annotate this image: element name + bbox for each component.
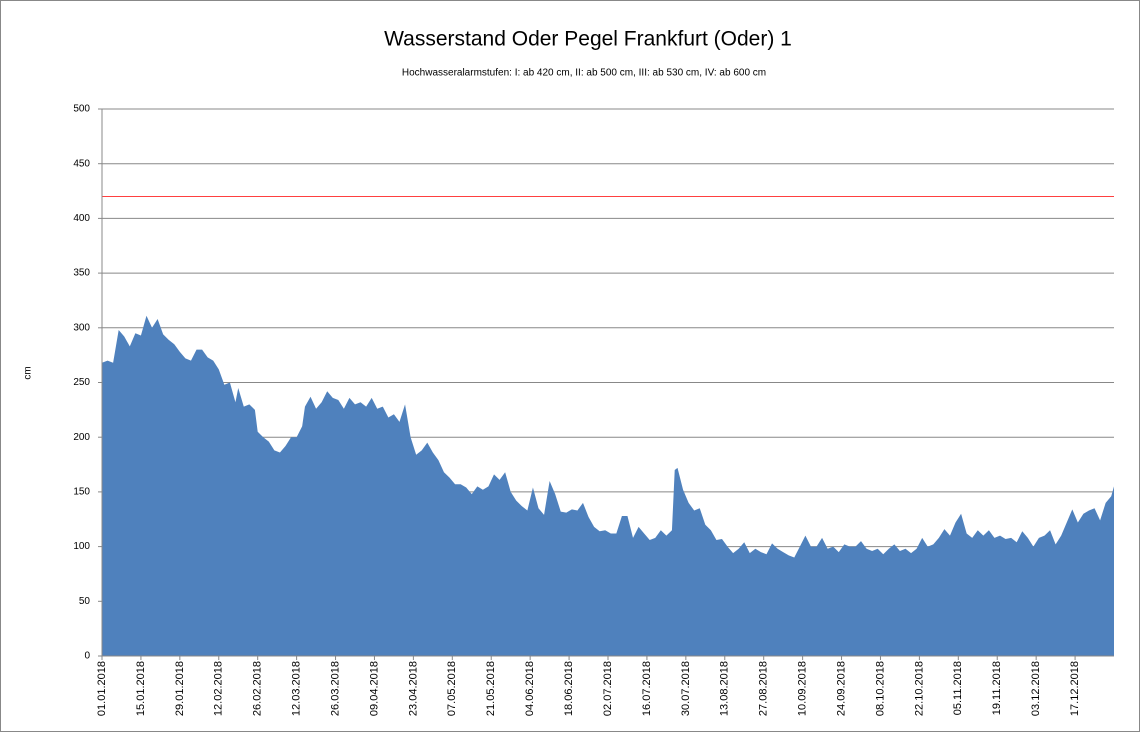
x-tick-label: 15.01.2018	[135, 661, 147, 716]
chart-subtitle: Hochwasseralarmstufen: I: ab 420 cm, II:…	[402, 68, 766, 79]
x-tick-label: 30.07.2018	[680, 661, 692, 716]
x-tick-label: 12.03.2018	[291, 661, 303, 716]
x-tick-label: 26.03.2018	[329, 661, 341, 716]
x-tick-label: 17.12.2018	[1069, 661, 1081, 716]
x-tick-label: 23.04.2018	[407, 661, 419, 716]
y-tick-label: 400	[73, 213, 90, 224]
x-tick-label: 07.05.2018	[446, 661, 458, 716]
x-tick-label: 26.02.2018	[252, 661, 264, 716]
x-tick-label: 19.11.2018	[991, 661, 1003, 715]
x-tick-label: 27.08.2018	[758, 661, 770, 716]
y-tick-label: 350	[73, 268, 90, 279]
x-tick-label: 12.02.2018	[213, 661, 225, 716]
x-tick-label: 08.10.2018	[874, 661, 886, 716]
x-tick-label: 16.07.2018	[641, 661, 653, 716]
x-tick-label: 02.07.2018	[602, 661, 614, 716]
y-tick-label: 450	[73, 158, 90, 169]
y-axis-label: cm	[23, 366, 34, 379]
x-tick-label: 05.11.2018	[952, 661, 964, 715]
chart-title: Wasserstand Oder Pegel Frankfurt (Oder) …	[384, 28, 792, 51]
x-tick-label: 04.06.2018	[524, 661, 536, 716]
x-tick-label: 24.09.2018	[835, 661, 847, 716]
x-tick-label: 22.10.2018	[913, 661, 925, 716]
y-tick-label: 200	[73, 432, 90, 443]
x-tick-label: 01.01.2018	[96, 661, 108, 716]
x-tick-label: 29.01.2018	[174, 661, 186, 716]
y-tick-label: 150	[73, 487, 90, 498]
y-tick-label: 0	[84, 651, 90, 662]
y-tick-label: 250	[73, 377, 90, 388]
y-tick-label: 100	[73, 541, 90, 552]
x-tick-label: 18.06.2018	[563, 661, 575, 716]
area	[102, 315, 1114, 656]
y-tick-label: 300	[73, 322, 90, 333]
x-tick-label: 03.12.2018	[1030, 661, 1042, 716]
x-tick-label: 09.04.2018	[368, 661, 380, 716]
y-tick-label: 50	[79, 596, 91, 607]
y-tick-label: 500	[73, 104, 90, 115]
x-tick-label: 13.08.2018	[719, 661, 731, 716]
x-tick-label: 10.09.2018	[797, 661, 809, 716]
x-tick-label: 21.05.2018	[485, 661, 497, 716]
